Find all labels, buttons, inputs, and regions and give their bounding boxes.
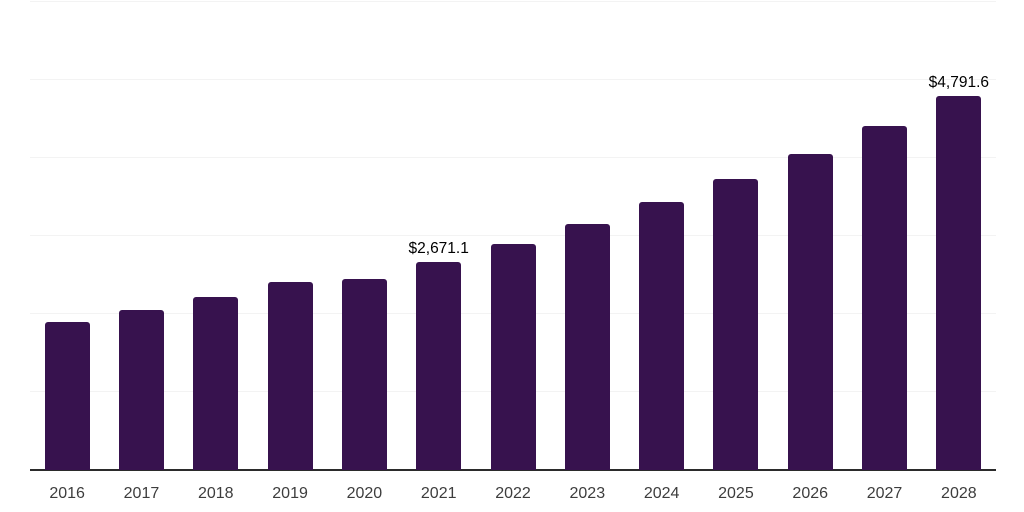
x-label-2020: 2020 — [346, 485, 383, 502]
bar-2025[interactable] — [713, 179, 759, 470]
bar-2022[interactable] — [490, 243, 536, 470]
x-label-2016: 2016 — [49, 485, 85, 502]
x-label-2019: 2019 — [272, 485, 308, 502]
x-label-2023: 2023 — [569, 485, 606, 502]
plot-area: $2,671.1 $4,791.6 — [30, 0, 996, 471]
bar-2020[interactable] — [341, 278, 387, 470]
x-label-2026: 2026 — [792, 485, 829, 502]
gridline-6000 — [30, 1, 996, 2]
x-label-2022: 2022 — [495, 485, 531, 502]
x-label-2017: 2017 — [123, 485, 160, 502]
gridline-5000 — [30, 79, 996, 80]
value-label-2021: $2,671.1 — [408, 239, 469, 257]
x-label-2021: 2021 — [420, 485, 457, 502]
x-axis-line — [30, 469, 996, 471]
x-label-2028: 2028 — [941, 485, 977, 502]
value-label-2028: $4,791.6 — [928, 74, 990, 92]
bar-2016[interactable] — [44, 321, 90, 470]
x-axis-labels: 2016 2017 2018 2019 2020 2021 2022 2023 2024 2025… — [30, 484, 996, 506]
x-label-2027: 2027 — [866, 485, 903, 502]
bar-2028[interactable] — [936, 96, 982, 470]
bar-2023[interactable] — [564, 223, 610, 470]
bar-2021[interactable] — [416, 261, 462, 470]
bar-2017[interactable] — [118, 310, 164, 470]
bar-2024[interactable] — [639, 202, 685, 470]
bar-2027[interactable] — [862, 126, 908, 470]
x-label-2025: 2025 — [718, 485, 754, 502]
x-label-2024: 2024 — [643, 485, 680, 502]
bar-2026[interactable] — [787, 153, 833, 470]
x-label-2018: 2018 — [197, 485, 234, 502]
gridline-3000 — [30, 235, 996, 236]
bar-2019[interactable] — [267, 282, 313, 470]
bar-2018[interactable] — [193, 296, 239, 470]
gridline-4000 — [30, 157, 996, 158]
